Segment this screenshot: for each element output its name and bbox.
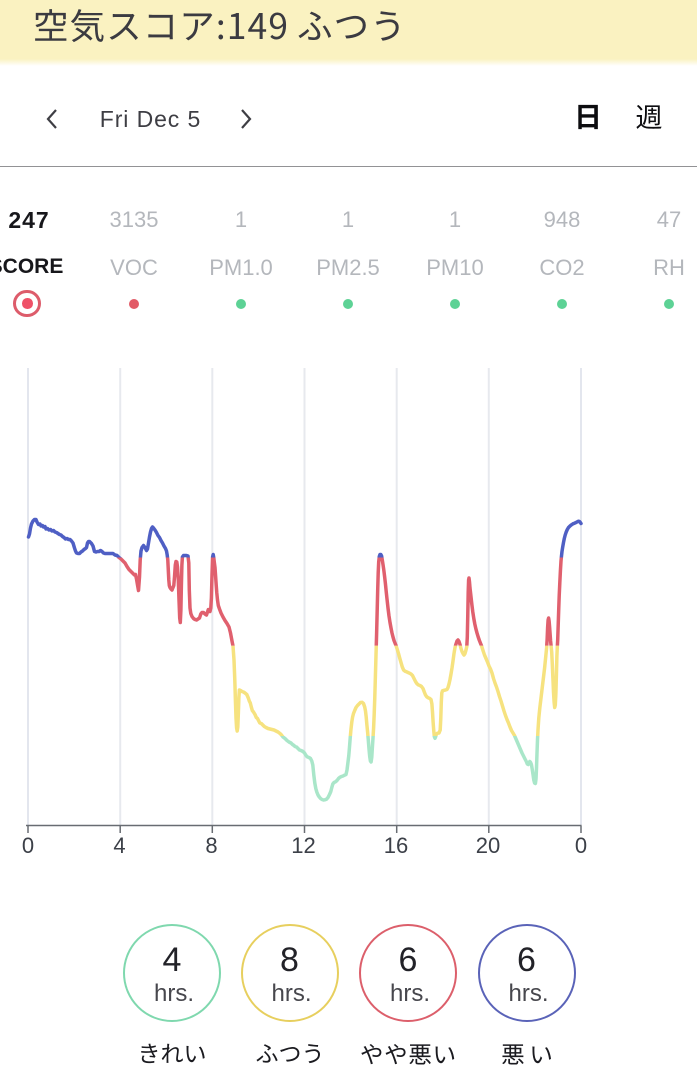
svg-text:16: 16 bbox=[384, 833, 408, 858]
svg-text:12: 12 bbox=[291, 833, 315, 858]
svg-text:20: 20 bbox=[476, 833, 500, 858]
svg-text:8: 8 bbox=[205, 833, 217, 858]
svg-text:4: 4 bbox=[113, 833, 125, 858]
svg-text:0: 0 bbox=[22, 833, 34, 858]
svg-text:0: 0 bbox=[575, 833, 587, 858]
